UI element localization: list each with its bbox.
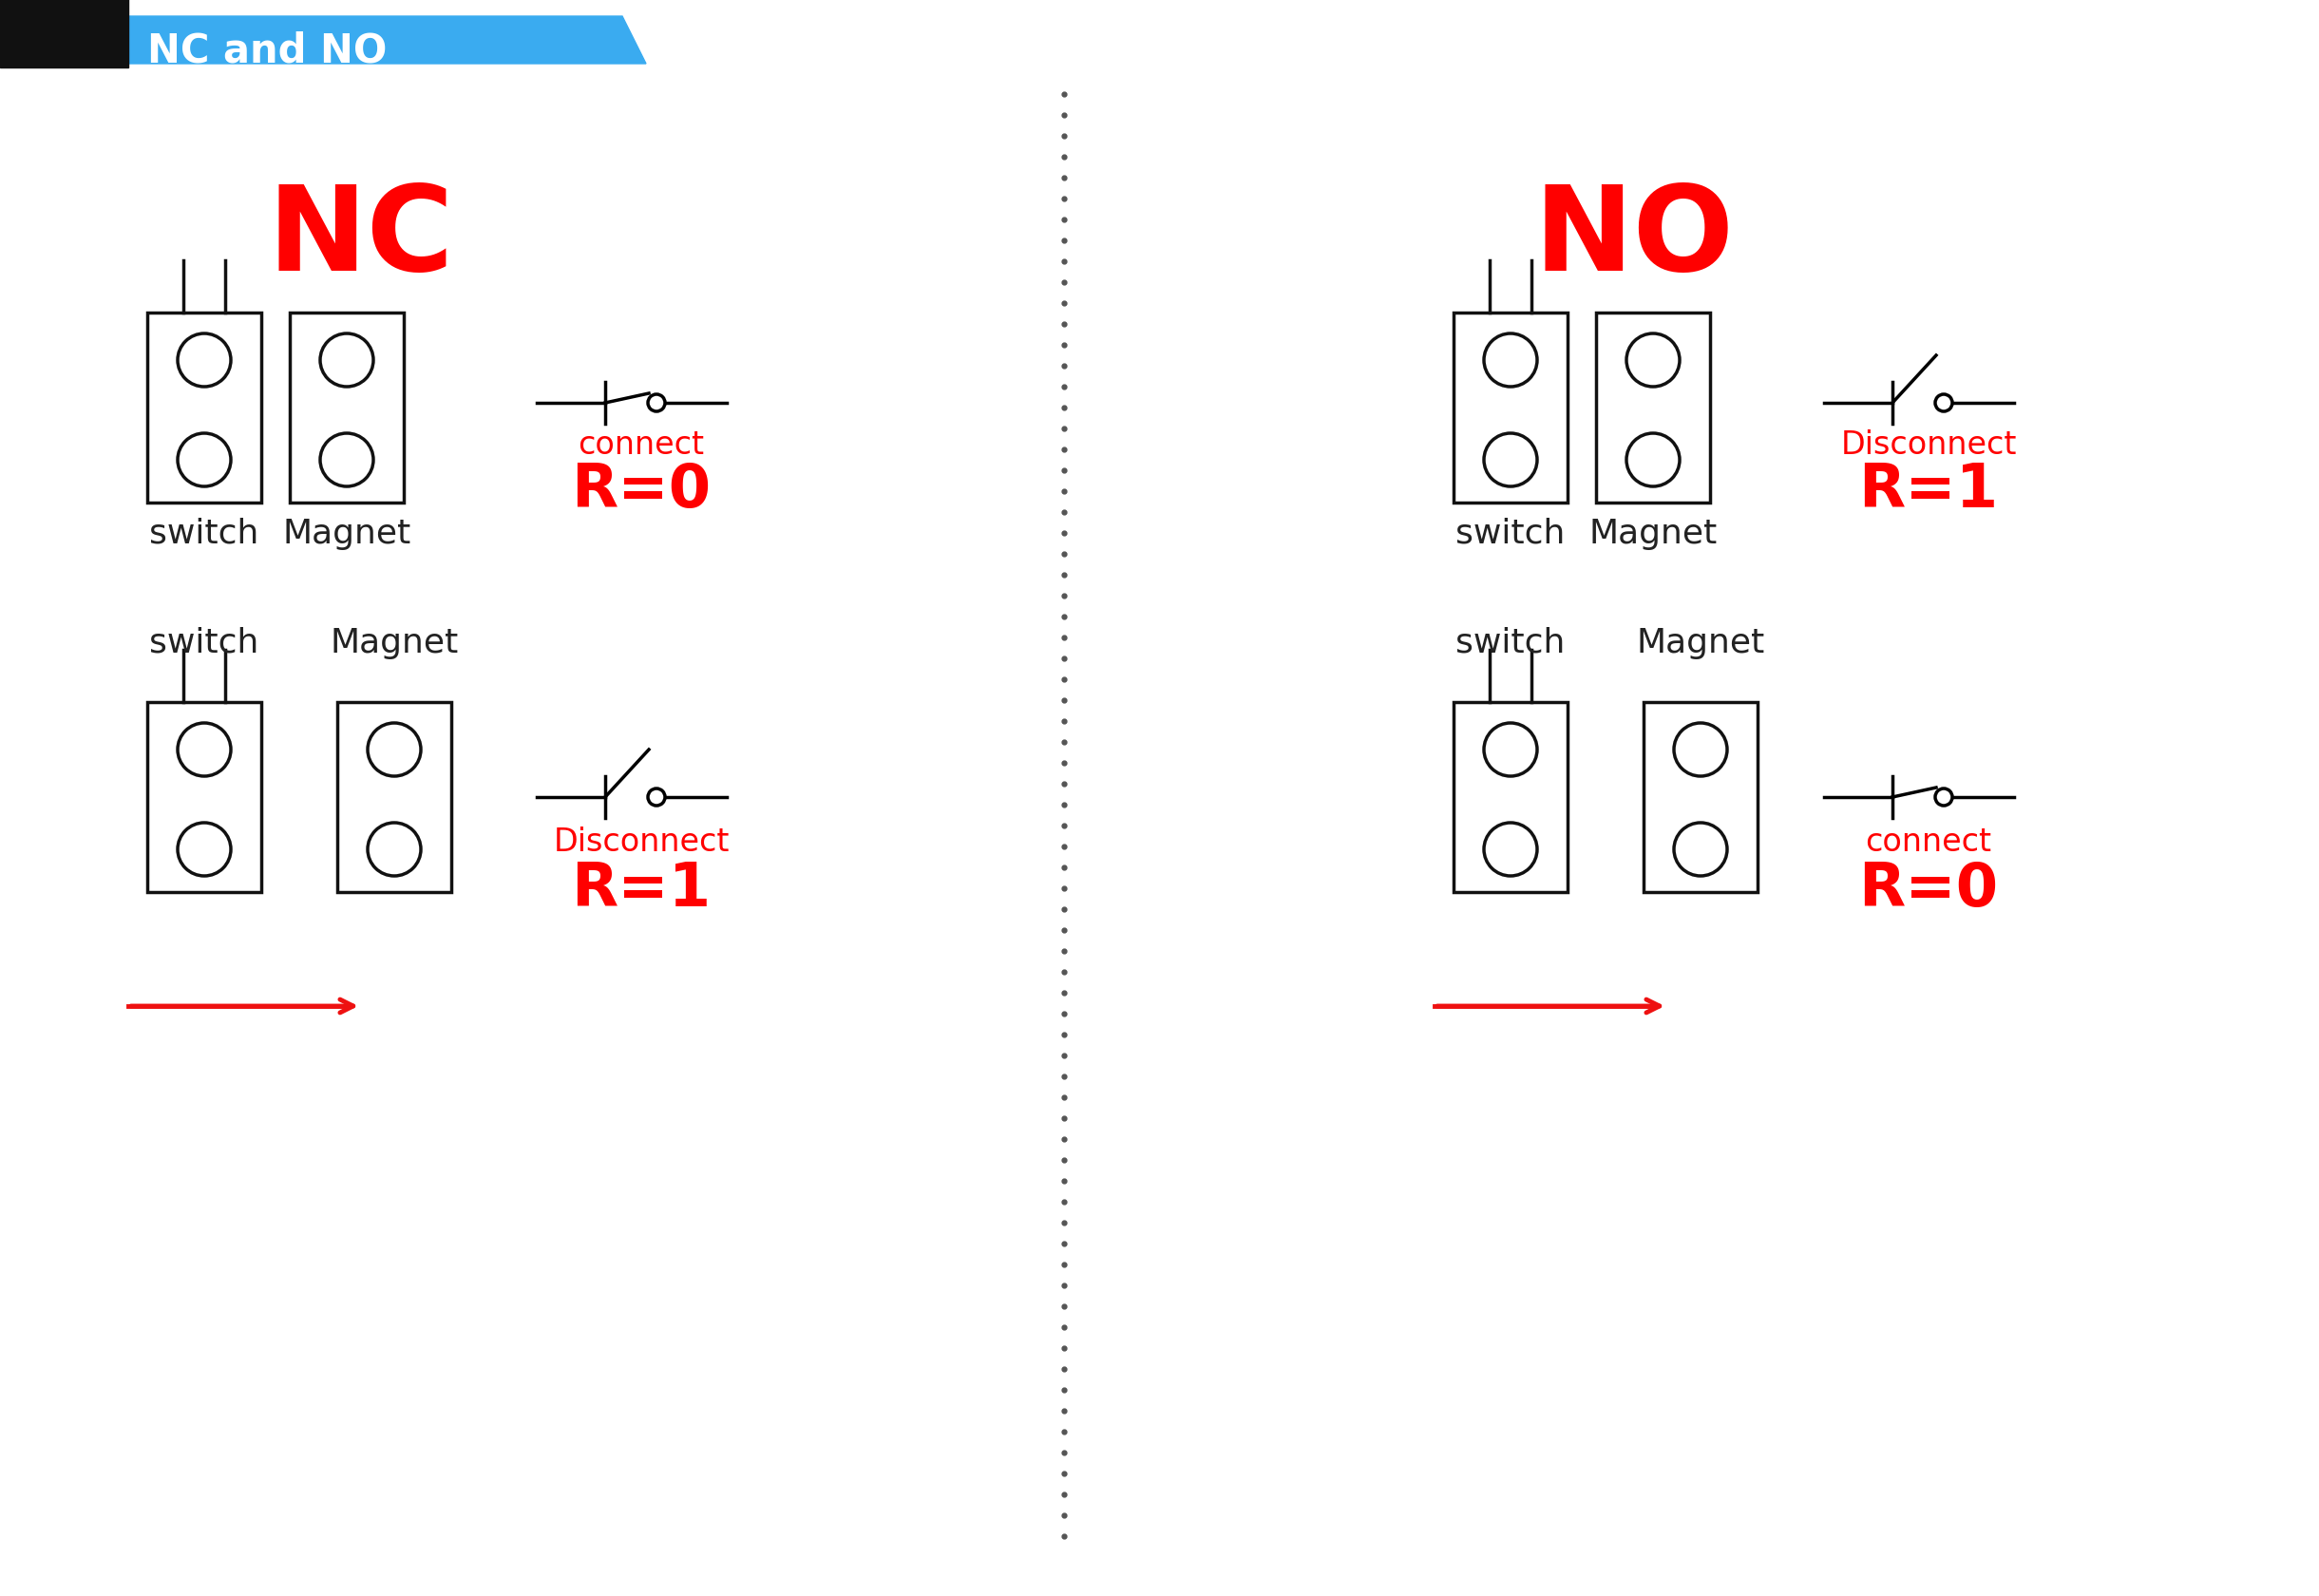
- Circle shape: [1484, 434, 1537, 487]
- Text: R=0: R=0: [570, 461, 712, 519]
- Bar: [146, 702, 262, 892]
- Bar: [0, 0, 128, 69]
- Circle shape: [1934, 394, 1953, 412]
- Circle shape: [369, 723, 420, 777]
- Circle shape: [647, 394, 666, 412]
- Text: switch: switch: [148, 627, 260, 659]
- Text: Magnet: Magnet: [283, 517, 410, 549]
- Circle shape: [1484, 334, 1537, 388]
- Text: switch: switch: [1456, 627, 1565, 659]
- Bar: [1454, 702, 1568, 892]
- Text: connect: connect: [577, 429, 705, 461]
- Text: connect: connect: [1864, 827, 1992, 857]
- Circle shape: [179, 723, 232, 777]
- Text: switch: switch: [148, 517, 260, 549]
- Bar: [1644, 702, 1758, 892]
- Text: NC: NC: [267, 180, 455, 295]
- Text: R=1: R=1: [1858, 461, 1999, 519]
- Circle shape: [1934, 788, 1953, 806]
- Text: NC and NO: NC and NO: [146, 30, 387, 70]
- Circle shape: [320, 334, 373, 388]
- Bar: [290, 313, 404, 503]
- Circle shape: [369, 824, 420, 876]
- Circle shape: [647, 788, 666, 806]
- Polygon shape: [128, 18, 647, 64]
- Bar: [1454, 313, 1568, 503]
- Circle shape: [179, 334, 232, 388]
- Text: R=0: R=0: [1858, 859, 1999, 918]
- Text: Magnet: Magnet: [329, 627, 459, 659]
- Text: NO: NO: [1533, 180, 1735, 295]
- Bar: [146, 313, 262, 503]
- Text: switch: switch: [1456, 517, 1565, 549]
- Text: Magnet: Magnet: [1589, 517, 1718, 549]
- Circle shape: [320, 434, 373, 487]
- Circle shape: [179, 434, 232, 487]
- Bar: [336, 702, 452, 892]
- Circle shape: [1626, 434, 1679, 487]
- Text: Magnet: Magnet: [1637, 627, 1765, 659]
- Circle shape: [1674, 824, 1728, 876]
- Bar: [1595, 313, 1709, 503]
- Circle shape: [1484, 723, 1537, 777]
- Text: Disconnect: Disconnect: [1841, 429, 2018, 461]
- Text: R=1: R=1: [570, 859, 712, 918]
- Text: Disconnect: Disconnect: [554, 827, 728, 857]
- Circle shape: [1626, 334, 1679, 388]
- Circle shape: [1674, 723, 1728, 777]
- Circle shape: [1484, 824, 1537, 876]
- Circle shape: [179, 824, 232, 876]
